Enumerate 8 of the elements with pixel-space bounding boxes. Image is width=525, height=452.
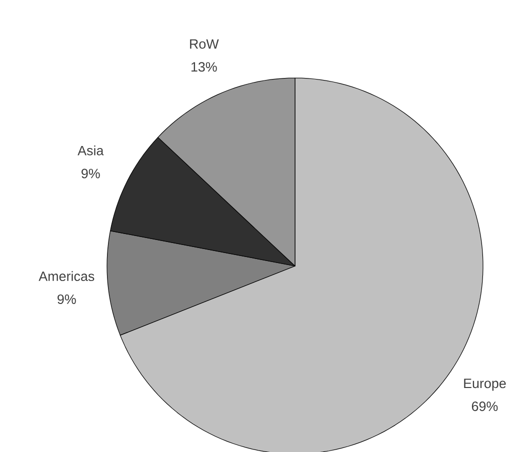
data-label: 13% [191,62,217,72]
slice-label: Europe [464,378,506,391]
data-label: 9% [82,168,100,178]
data-label: 9% [58,294,76,304]
slice-label: Asia [78,145,104,156]
data-label: 69% [472,402,498,412]
slice-label: Americas [38,271,94,282]
slice-label: RoW [190,39,219,49]
